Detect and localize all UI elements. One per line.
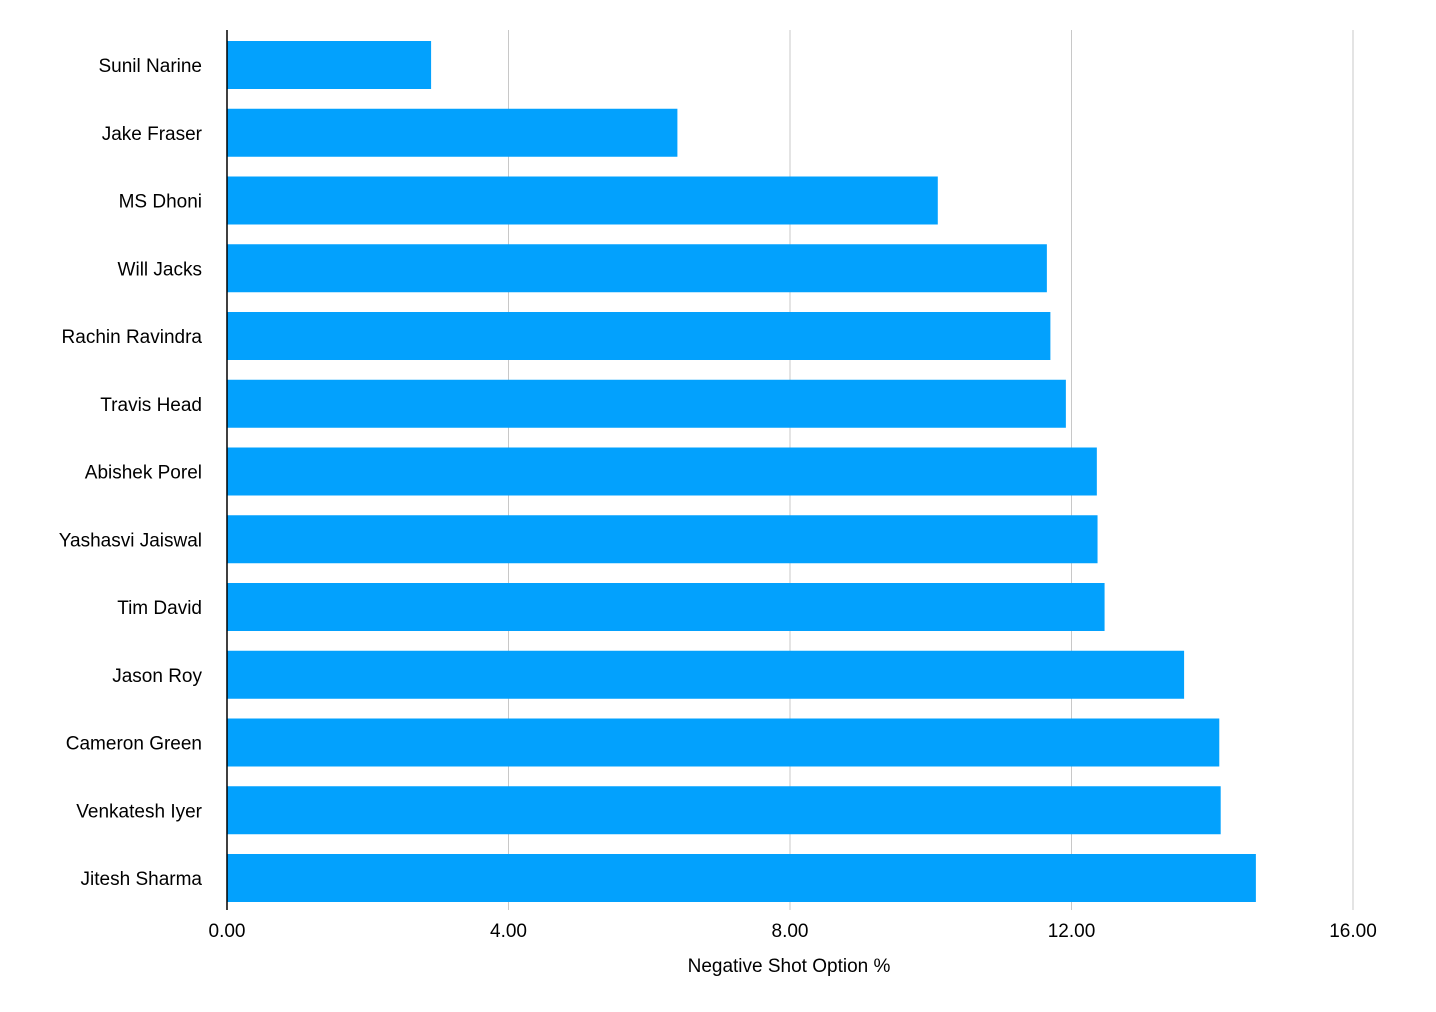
category-label-6: Abishek Porel <box>85 463 202 484</box>
category-label-7: Yashasvi Jaiswal <box>59 530 202 551</box>
bar-2 <box>227 176 938 225</box>
bar-6 <box>227 447 1097 496</box>
x-tick-label-2: 8.00 <box>772 921 809 942</box>
bar-10 <box>227 718 1220 767</box>
bar-4 <box>227 312 1051 360</box>
bar-3 <box>227 244 1047 293</box>
bar-0 <box>227 41 432 89</box>
bar-1 <box>227 108 678 157</box>
category-label-8: Tim David <box>117 598 202 619</box>
x-tick-label-4: 16.00 <box>1329 921 1377 942</box>
category-labels: Sunil Narine Jake Fraser MS Dhoni Will Jack… <box>59 56 203 890</box>
category-label-9: Jason Roy <box>112 666 202 687</box>
category-label-1: Jake Fraser <box>102 124 203 145</box>
category-label-10: Cameron Green <box>66 734 202 755</box>
bar-7 <box>227 515 1098 564</box>
category-label-3: Will Jacks <box>118 259 202 280</box>
x-tick-label-3: 12.00 <box>1048 921 1096 942</box>
category-label-5: Travis Head <box>100 395 202 416</box>
category-label-4: Rachin Ravindra <box>62 327 203 348</box>
x-tick-label-1: 4.00 <box>490 921 527 942</box>
x-axis-title: Negative Shot Option % <box>688 956 891 977</box>
category-label-0: Sunil Narine <box>99 56 203 77</box>
bar-5 <box>227 379 1066 428</box>
tick-labels: 0.00 4.00 8.00 12.00 16.00 <box>209 921 1377 942</box>
bar-12 <box>227 854 1256 902</box>
category-label-11: Venkatesh Iyer <box>76 801 202 822</box>
bar-9 <box>227 650 1185 699</box>
bars <box>227 41 1256 902</box>
category-label-12: Jitesh Sharma <box>81 869 203 890</box>
category-label-2: MS Dhoni <box>119 192 202 213</box>
x-tick-label-0: 0.00 <box>209 921 246 942</box>
bar-8 <box>227 583 1105 631</box>
bar-11 <box>227 786 1221 835</box>
